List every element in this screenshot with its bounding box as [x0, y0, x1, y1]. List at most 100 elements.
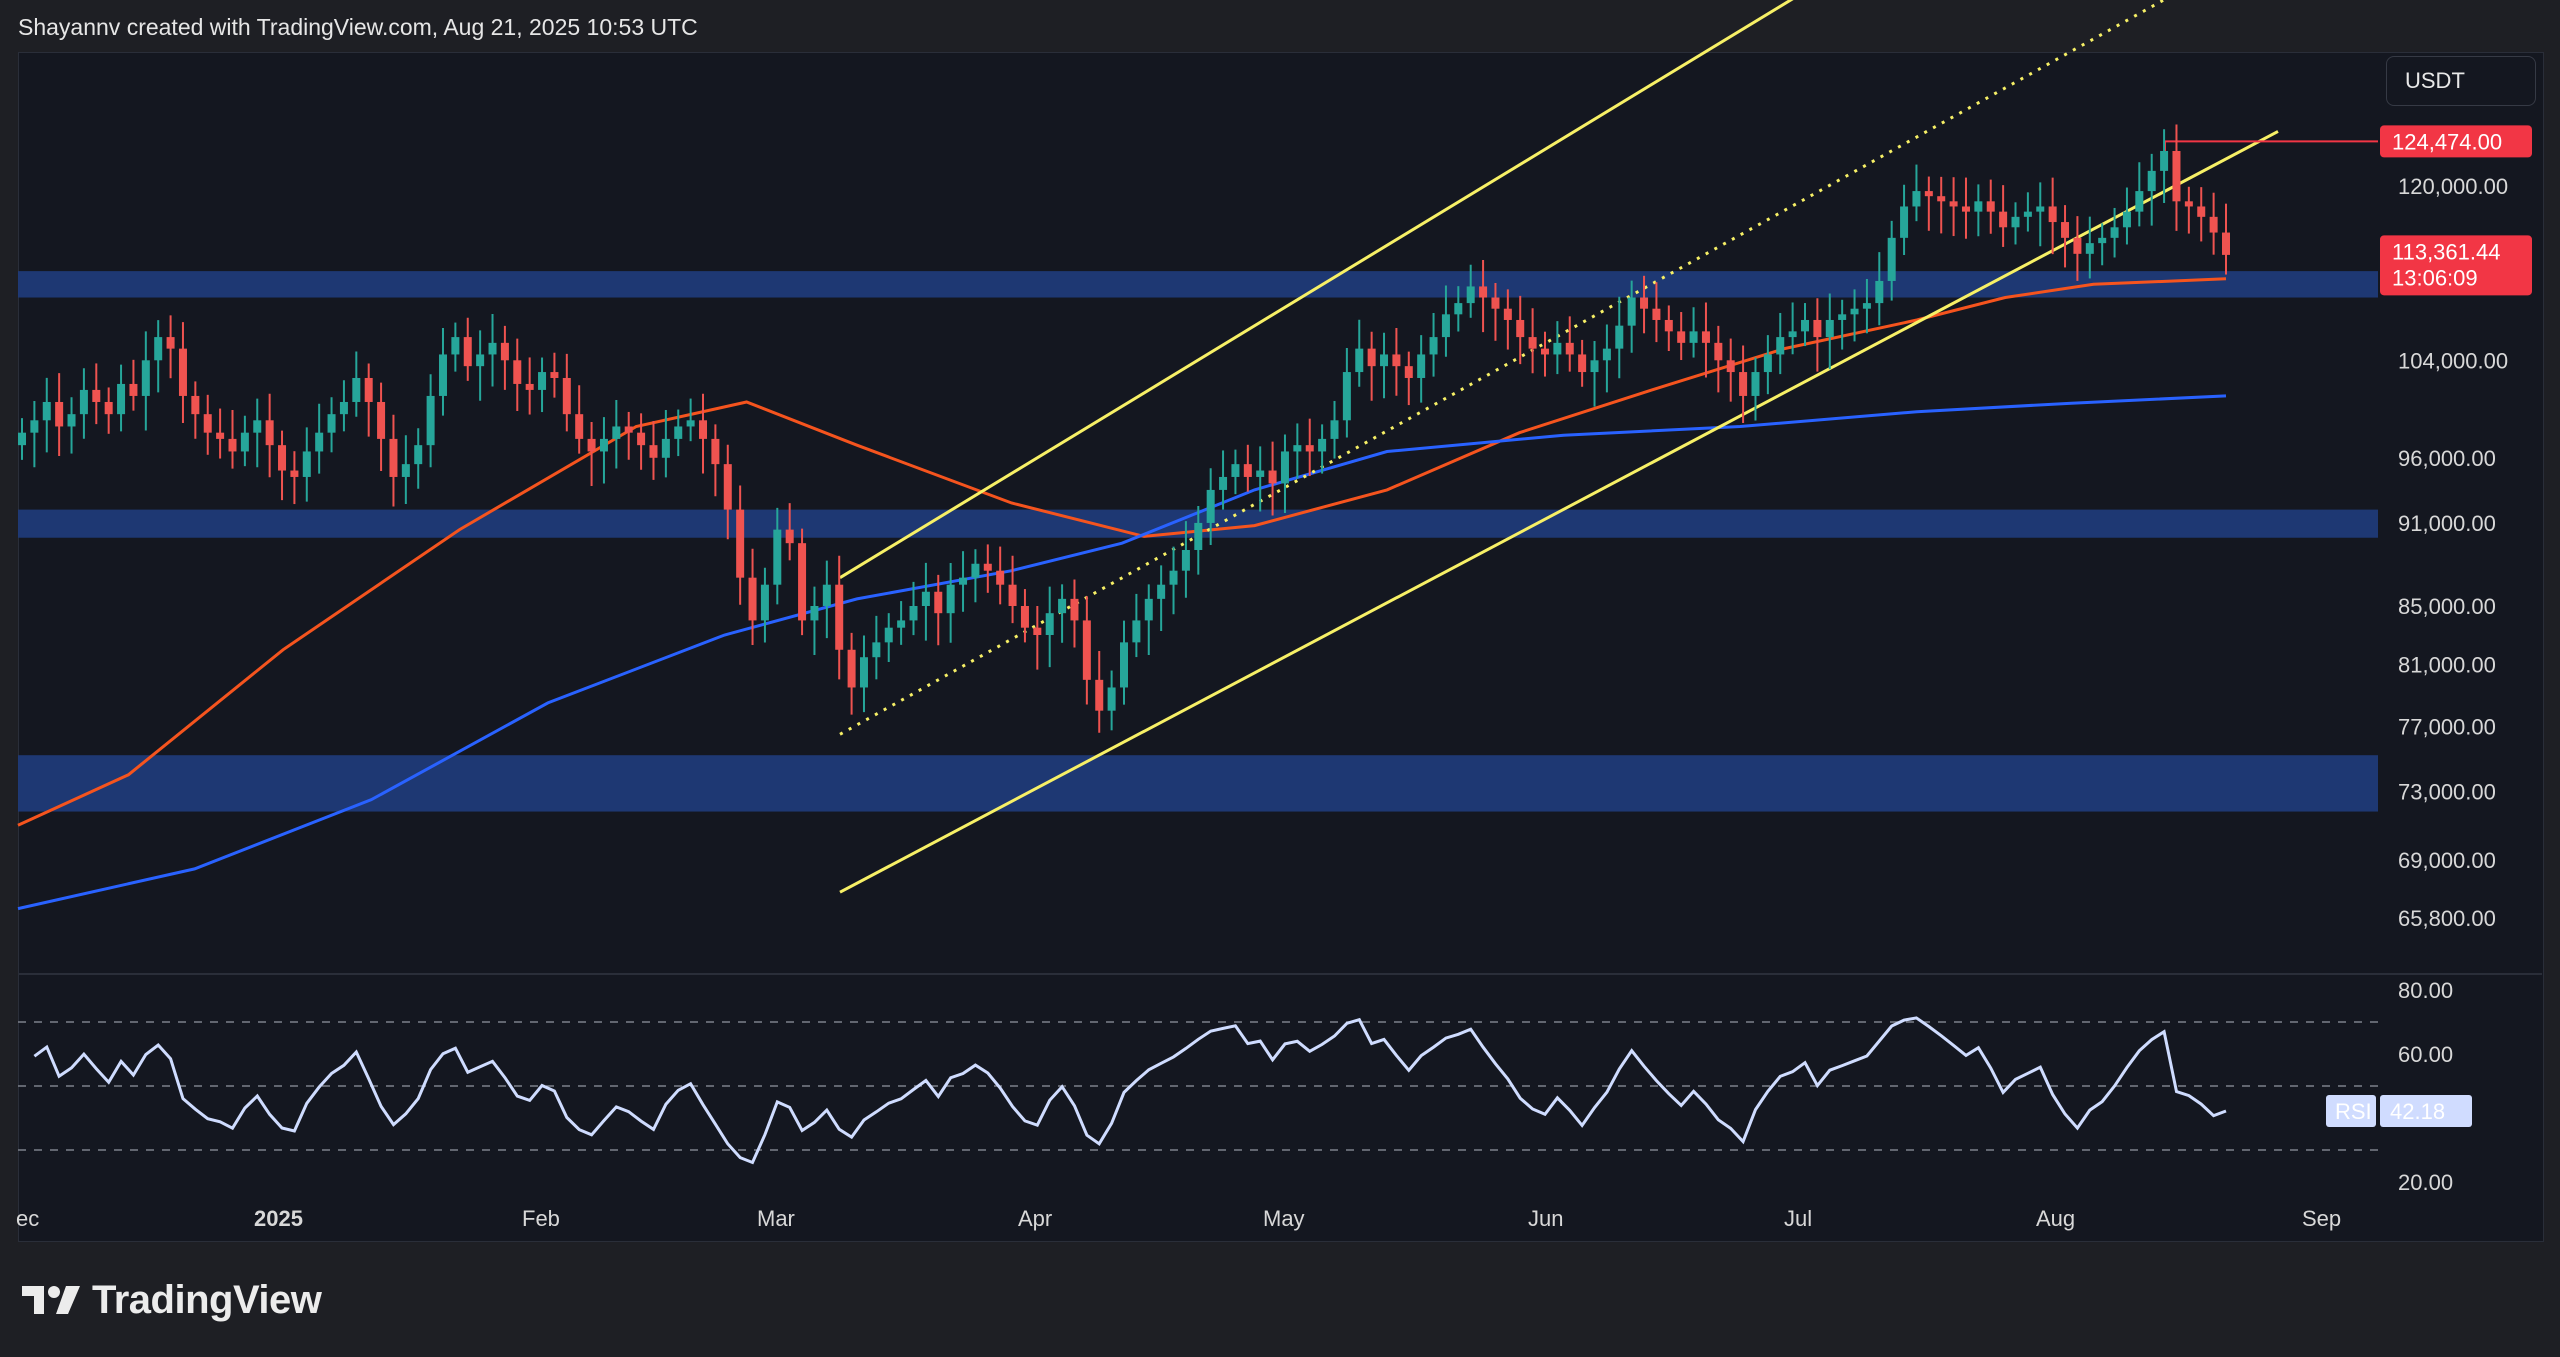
candle-body: [1342, 372, 1351, 421]
tradingview-logo-icon: [22, 1285, 80, 1314]
blue-moving-average: [17, 394, 2227, 911]
candle-body: [773, 529, 782, 585]
candle-body: [117, 383, 126, 415]
candle-body: [996, 570, 1005, 585]
candle-body: [1206, 489, 1215, 523]
candle-body: [1008, 584, 1017, 607]
candle-body: [723, 464, 732, 510]
candle-body: [946, 584, 955, 614]
candle-body: [612, 426, 621, 439]
candle-body: [1082, 620, 1091, 680]
candle-body: [1701, 331, 1710, 343]
chart-frame[interactable]: [18, 52, 2544, 1242]
candle-body: [2073, 237, 2082, 254]
time-tick-label: Aug: [2036, 1206, 2075, 1231]
candle-body: [847, 649, 856, 688]
candle-body: [55, 401, 64, 427]
candle-body: [92, 389, 101, 402]
price-tick-label: 96,000.00: [2398, 446, 2496, 471]
candle-body: [154, 337, 163, 361]
candle-body: [104, 401, 113, 415]
candle-body: [1256, 470, 1265, 477]
candle-body: [1058, 598, 1067, 614]
candle-body: [1095, 679, 1104, 711]
chart-caption: Shayannv created with TradingView.com, A…: [18, 14, 698, 40]
candle-body: [1243, 464, 1252, 477]
candle-body: [1924, 191, 1933, 197]
candle-body: [1652, 308, 1661, 320]
candle-body: [451, 337, 460, 355]
price-tick-label: 120,000.00: [2398, 174, 2508, 199]
candle-body: [1367, 348, 1376, 367]
candle-body: [884, 627, 893, 643]
candle-body: [1801, 319, 1810, 332]
candle-body: [1726, 360, 1735, 373]
candle-body: [2197, 206, 2206, 217]
currency-selector[interactable]: USDT: [2386, 56, 2536, 106]
candle-body: [389, 438, 398, 477]
candle-body: [1441, 314, 1450, 338]
candle-body: [1417, 354, 1426, 378]
candle-body: [377, 401, 386, 439]
candle-body: [1107, 687, 1116, 711]
time-axis: ec 2025 Feb Mar Apr May Jun Jul Aug Sep: [16, 1206, 2341, 1231]
candle-body: [1181, 549, 1190, 571]
rsi-tick-label: 80.00: [2398, 978, 2453, 1003]
candle-body: [1615, 325, 1624, 349]
candle-body: [934, 591, 943, 614]
candle-body: [1144, 598, 1153, 621]
candle-body: [253, 420, 262, 433]
time-tick-label: 2025: [254, 1206, 303, 1231]
candle-body: [2147, 170, 2156, 192]
candle-body: [1020, 606, 1029, 628]
candle-body: [1850, 308, 1859, 315]
candle-body: [1479, 286, 1488, 298]
candle-body: [1194, 522, 1203, 550]
candle-body: [1528, 337, 1537, 349]
candle-body: [1763, 354, 1772, 373]
rsi-tick-label: 60.00: [2398, 1042, 2453, 1067]
candle-body: [240, 432, 249, 452]
candlesticks: [18, 124, 2230, 733]
moving-averages: [17, 277, 2227, 911]
candle-body: [67, 414, 76, 427]
rsi-line: [33, 1016, 2227, 1165]
candle-body: [971, 563, 980, 578]
time-tick-label: Jun: [1528, 1206, 1563, 1231]
candle-body: [2048, 206, 2057, 223]
candle-body: [1553, 342, 1562, 355]
candle-body: [2098, 237, 2107, 244]
candle-body: [748, 577, 757, 621]
candle-body: [798, 543, 807, 621]
candle-body: [438, 354, 447, 396]
candle-body: [1825, 319, 1834, 338]
candle-body: [1392, 354, 1401, 367]
candle-body: [426, 395, 435, 446]
candle-body: [352, 377, 361, 402]
candle-body: [302, 451, 311, 477]
candle-body: [500, 342, 509, 361]
candle-body: [228, 438, 237, 452]
candle-body: [2122, 211, 2131, 228]
candle-body: [1169, 570, 1178, 585]
channel-lower-line: [839, 130, 2279, 894]
price-tick-label: 65,800.00: [2398, 906, 2496, 931]
candle-body: [538, 372, 547, 390]
rsi-value-badge: [2380, 1095, 2472, 1128]
candle-body: [1751, 372, 1760, 396]
candle-body: [1578, 354, 1587, 373]
time-tick-label: Sep: [2302, 1206, 2341, 1231]
candle-body: [364, 377, 373, 402]
support-zones: [18, 271, 2378, 812]
rsi-label-text: RSI: [2335, 1099, 2372, 1124]
tradingview-logo[interactable]: TradingView: [22, 1278, 322, 1323]
candle-body: [1776, 337, 1785, 355]
candle-body: [1033, 627, 1042, 636]
candle-body: [1268, 470, 1277, 484]
candle-body: [1961, 206, 1970, 212]
support-zone-0: [18, 271, 2378, 298]
candle-body: [1739, 372, 1748, 396]
candle-body: [1862, 303, 1871, 309]
candle-body: [736, 509, 745, 578]
